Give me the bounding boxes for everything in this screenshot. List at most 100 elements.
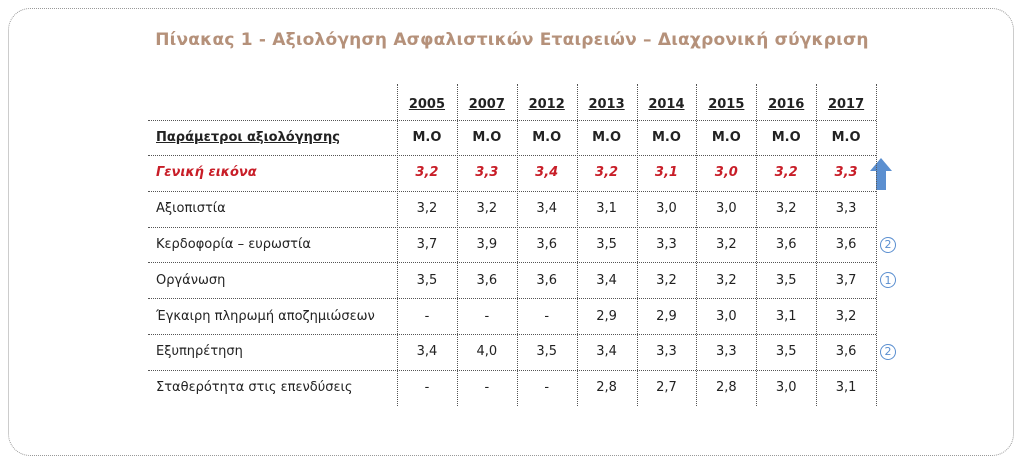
year-header: 2013 xyxy=(588,96,625,112)
value-cell: 3,6 xyxy=(536,236,558,252)
year-header: 2014 xyxy=(648,96,685,112)
title: Πίνακας 1 - Αξιολόγηση Ασφαλιστικών Εται… xyxy=(155,30,869,50)
value-cell: 3,1 xyxy=(596,201,617,217)
col-divider xyxy=(456,84,458,406)
value-cell: 3,2 xyxy=(835,308,857,324)
value-cell: 3,2 xyxy=(595,165,619,181)
col-divider xyxy=(756,84,758,406)
mean-header: Μ.Ο xyxy=(711,130,741,145)
value-cell: 3,5 xyxy=(416,272,438,288)
value-cell: 3,2 xyxy=(476,201,498,217)
value-cell: 3,5 xyxy=(775,344,797,360)
value-cell: 3,6 xyxy=(476,272,498,288)
row-label: Έγκαιρη πληρωμή αποζημιώσεων xyxy=(156,308,375,324)
mean-header: Μ.Ο xyxy=(831,130,861,145)
row-divider xyxy=(148,155,876,156)
row-divider xyxy=(148,262,876,264)
value-cell: 3,2 xyxy=(775,201,797,217)
mean-header: Μ.Ο xyxy=(592,130,622,145)
value-cell: - xyxy=(544,380,550,396)
value-cell: 3,6 xyxy=(536,272,558,288)
col-divider xyxy=(516,84,518,406)
value-cell: 3,6 xyxy=(835,344,857,360)
value-cell: 3,0 xyxy=(775,380,797,396)
row-label: Κερδοφορία – ευρωστία xyxy=(156,236,311,252)
value-cell: 2,8 xyxy=(596,380,617,396)
row-divider xyxy=(148,369,876,371)
row-divider xyxy=(148,190,876,192)
col-divider xyxy=(576,84,578,406)
rank-marker: 2 xyxy=(880,236,896,253)
value-cell: 3,2 xyxy=(415,165,439,181)
year-header: 2005 xyxy=(408,96,446,112)
col-divider xyxy=(696,84,698,406)
value-cell: 3,4 xyxy=(536,201,558,217)
value-cell: 3,7 xyxy=(416,236,438,252)
value-cell: - xyxy=(484,380,490,396)
value-cell: 3,9 xyxy=(476,236,498,252)
rank-marker: 1 xyxy=(880,272,896,289)
value-cell: 3,4 xyxy=(535,165,559,181)
row-divider xyxy=(148,226,876,228)
value-cell: - xyxy=(424,380,430,396)
col-divider xyxy=(397,84,398,406)
row-label: Αξιοπιστία xyxy=(156,201,226,217)
value-cell: 3,5 xyxy=(596,236,617,252)
value-cell: 3,2 xyxy=(715,236,737,252)
col-divider xyxy=(636,84,638,406)
mean-header: Μ.Ο xyxy=(532,130,562,145)
value-cell: 3,4 xyxy=(416,344,438,360)
rank-marker: 2 xyxy=(880,343,896,360)
mean-header: Μ.Ο xyxy=(651,130,681,145)
value-cell: 3,1 xyxy=(775,308,797,324)
up-arrow xyxy=(870,158,892,190)
value-cell: 2,7 xyxy=(656,380,677,396)
year-header: 2015 xyxy=(708,96,745,112)
value-cell: 3,2 xyxy=(774,165,798,181)
value-cell: - xyxy=(424,308,430,324)
mean-header: Μ.Ο xyxy=(771,130,801,145)
value-cell: 3,3 xyxy=(475,165,499,181)
value-cell: 3,4 xyxy=(596,272,617,288)
value-cell: 2,8 xyxy=(715,380,737,396)
value-cell: 2,9 xyxy=(656,308,677,324)
mean-header: Μ.Ο xyxy=(472,130,502,145)
row-label: Σταθερότητα στις επενδύσεις xyxy=(156,380,353,396)
value-cell: 3,3 xyxy=(715,344,737,360)
value-cell: 3,1 xyxy=(835,380,857,396)
year-header: 2012 xyxy=(528,96,565,112)
value-cell: 3,2 xyxy=(715,272,737,288)
value-cell: 3,3 xyxy=(834,165,858,181)
value-cell: 3,2 xyxy=(416,201,438,217)
value-cell: 3,0 xyxy=(715,308,737,324)
value-cell: 3,3 xyxy=(656,236,677,252)
value-cell: 3,5 xyxy=(775,272,797,288)
value-cell: 3,3 xyxy=(656,344,677,360)
value-cell: 3,0 xyxy=(715,201,737,217)
value-cell: 4,0 xyxy=(476,344,498,360)
value-cell: 3,6 xyxy=(835,236,857,252)
value-cell: 3,0 xyxy=(714,165,738,181)
frame xyxy=(8,8,1014,456)
col-divider xyxy=(876,84,877,406)
value-cell: 3,6 xyxy=(775,236,797,252)
value-cell: - xyxy=(484,308,490,324)
value-cell: 3,4 xyxy=(596,344,617,360)
row-divider xyxy=(148,298,876,300)
value-cell: 3,3 xyxy=(835,201,857,217)
row-divider xyxy=(148,334,876,335)
col-divider xyxy=(816,84,818,406)
value-cell: 3,5 xyxy=(536,344,558,360)
year-header: 2007 xyxy=(468,96,505,112)
year-header: 2017 xyxy=(827,96,865,112)
row-label: Γενική εικόνα xyxy=(156,165,257,181)
value-cell: 3,7 xyxy=(835,272,857,288)
row-divider xyxy=(148,120,876,121)
year-header: 2016 xyxy=(768,96,805,112)
row-label: Οργάνωση xyxy=(156,272,226,288)
mean-header: Μ.Ο xyxy=(412,130,442,145)
param-header: Παράμετροι αξιολόγησης xyxy=(156,130,340,145)
row-label: Εξυπηρέτηση xyxy=(156,344,243,360)
value-cell: 3,2 xyxy=(656,272,677,288)
